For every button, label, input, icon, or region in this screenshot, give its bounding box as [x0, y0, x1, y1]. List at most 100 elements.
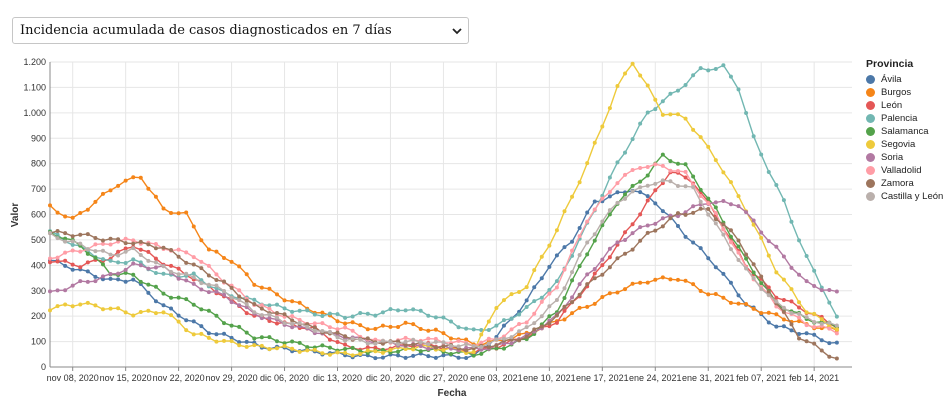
data-point	[108, 252, 113, 257]
data-point	[600, 196, 605, 201]
x-tick-label: dic 20, 2020	[366, 373, 415, 383]
data-point	[343, 325, 348, 330]
data-point	[153, 265, 158, 270]
data-point	[532, 327, 537, 332]
data-point	[373, 345, 378, 350]
data-point	[797, 300, 802, 305]
data-point	[759, 274, 764, 279]
data-point	[781, 324, 786, 329]
data-point	[123, 270, 128, 275]
data-point	[668, 277, 673, 282]
data-point	[237, 340, 242, 345]
data-point	[214, 332, 219, 337]
data-point	[229, 300, 234, 305]
data-point	[176, 313, 181, 318]
data-point	[554, 279, 559, 284]
data-point	[244, 298, 249, 303]
data-point	[819, 288, 824, 293]
data-point	[781, 254, 786, 259]
data-point	[282, 321, 287, 326]
legend-label: Castilla y León	[881, 191, 944, 202]
data-point	[728, 74, 733, 79]
data-point	[426, 347, 431, 352]
data-point	[562, 317, 567, 322]
data-point	[335, 335, 340, 340]
data-point	[766, 285, 771, 290]
legend-item[interactable]: Burgos	[866, 86, 943, 99]
data-point	[161, 310, 166, 315]
legend-swatch	[866, 127, 875, 136]
data-point	[85, 251, 90, 256]
data-point	[214, 278, 219, 283]
legend-item[interactable]: Segovia	[866, 138, 943, 151]
data-point	[721, 295, 726, 300]
legend-item[interactable]: Salamanca	[866, 125, 943, 138]
data-point	[70, 239, 75, 244]
data-point	[494, 305, 499, 310]
data-point	[615, 160, 620, 165]
data-point	[736, 244, 741, 249]
legend-item[interactable]: Soria	[866, 151, 943, 164]
data-point	[607, 212, 612, 217]
data-point	[169, 263, 174, 268]
data-point	[146, 266, 151, 271]
data-point	[781, 277, 786, 282]
data-point	[176, 254, 181, 259]
legend-item[interactable]: Ávila	[866, 73, 943, 86]
data-point	[169, 269, 174, 274]
data-point	[479, 340, 484, 345]
data-point	[547, 264, 552, 269]
data-point	[630, 168, 635, 173]
data-point	[335, 319, 340, 324]
data-point	[169, 247, 174, 252]
data-point	[645, 173, 650, 178]
legend-item[interactable]: León	[866, 99, 943, 112]
data-point	[229, 335, 234, 340]
data-point	[751, 134, 756, 139]
legend-label: Palencia	[881, 113, 918, 124]
data-point	[509, 335, 514, 340]
data-point	[199, 259, 204, 264]
data-point	[335, 330, 340, 335]
data-point	[244, 330, 249, 335]
data-point	[698, 193, 703, 198]
data-point	[153, 260, 158, 265]
data-point	[456, 325, 461, 330]
data-point	[668, 91, 673, 96]
series-burgos	[48, 175, 839, 348]
data-point	[812, 283, 817, 288]
legend-item[interactable]: Castilla y León	[866, 190, 943, 203]
data-point	[532, 285, 537, 290]
data-point	[252, 297, 257, 302]
data-point	[327, 345, 332, 350]
data-point	[517, 321, 522, 326]
indicator-select[interactable]: Incidencia acumulada de casos diagnostic…	[12, 17, 469, 44]
legend-item[interactable]: Valladolid	[866, 164, 943, 177]
data-point	[327, 311, 332, 316]
data-point	[138, 260, 143, 265]
data-point	[797, 336, 802, 341]
data-point	[305, 345, 310, 350]
data-point	[252, 282, 257, 287]
data-point	[335, 350, 340, 355]
legend-swatch	[866, 75, 875, 84]
legend-item[interactable]: Zamora	[866, 177, 943, 190]
y-tick-label: 100	[31, 337, 46, 347]
data-point	[728, 240, 733, 245]
data-point	[736, 250, 741, 255]
y-tick-label: 500	[31, 235, 46, 245]
data-point	[570, 270, 575, 275]
data-point	[524, 285, 529, 290]
data-point	[343, 315, 348, 320]
data-point	[237, 343, 242, 348]
legend-item[interactable]: Palencia	[866, 112, 943, 125]
data-point	[335, 327, 340, 332]
data-point	[100, 191, 105, 196]
data-point	[486, 327, 491, 332]
data-point	[343, 350, 348, 355]
data-point	[388, 307, 393, 312]
data-point	[607, 208, 612, 213]
data-point	[713, 200, 718, 205]
data-point	[524, 320, 529, 325]
